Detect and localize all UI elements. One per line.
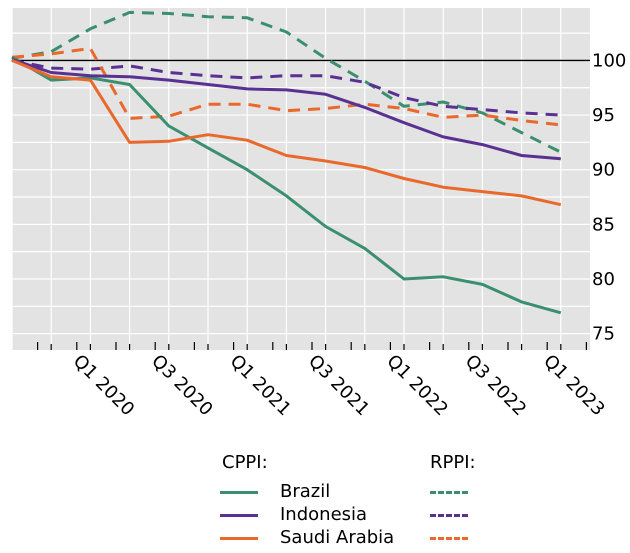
x-tick-label: Q1 2021 — [226, 351, 295, 420]
y-tick-label: 95 — [592, 105, 615, 126]
y-tick-label: 100 — [592, 50, 626, 71]
y-axis-labels: 75 80 85 90 95 100 — [592, 50, 626, 344]
series-line-rppi-indonesia — [11, 58, 561, 117]
series-line-cppi-saudi-arabia — [11, 59, 562, 207]
x-tick-label: Q1 2020 — [69, 351, 138, 420]
legend-swatch-cppi-saudi-arabia — [220, 537, 258, 540]
plot-background — [12, 8, 590, 350]
series-line-cppi-brazil — [11, 55, 562, 315]
legend-row-indonesia: Indonesia — [0, 502, 630, 530]
legend-header-rppi: RPPI: — [430, 452, 476, 473]
x-tick-label: Q1 2023 — [539, 351, 608, 420]
series-line-rppi-brazil — [11, 10, 562, 154]
legend-row-brazil: Brazil — [0, 479, 630, 507]
x-axis-ticks — [36, 342, 588, 350]
legend-swatch-rppi-indonesia — [430, 514, 468, 517]
grid-lines — [11, 8, 590, 350]
legend-swatch-cppi-indonesia — [220, 514, 258, 517]
y-tick-label: 80 — [592, 269, 615, 290]
x-tick-label: Q1 2022 — [382, 351, 451, 420]
legend-swatch-rppi-brazil — [430, 491, 468, 494]
y-tick-label: 85 — [592, 214, 615, 235]
legend-label-indonesia: Indonesia — [280, 504, 368, 525]
series-line-rppi-saudi-arabia — [11, 46, 561, 127]
legend-row-saudi-arabia: Saudi Arabia — [0, 525, 630, 553]
series-line-cppi-indonesia — [11, 57, 561, 161]
y-tick-label: 90 — [592, 160, 615, 181]
legend-swatch-cppi-brazil — [220, 491, 258, 494]
legend-label-brazil: Brazil — [280, 481, 331, 502]
legend-swatch-rppi-saudi-arabia — [430, 537, 468, 540]
series-lines — [11, 10, 562, 315]
legend-label-saudi-arabia: Saudi Arabia — [280, 527, 395, 548]
x-tick-label: Q3 2022 — [461, 351, 530, 420]
legend-header-cppi: CPPI: — [222, 452, 268, 473]
legend: CPPI: RPPI: Brazil Indonesia Saudi Arabi… — [0, 446, 630, 551]
y-tick-label: 75 — [592, 324, 615, 345]
x-tick-label: Q3 2021 — [304, 351, 373, 420]
x-tick-label: Q3 2020 — [147, 351, 216, 420]
x-axis-labels: Q1 2020 Q3 2020 Q1 2021 Q3 2021 Q1 2022 Q3 20… — [69, 351, 609, 420]
